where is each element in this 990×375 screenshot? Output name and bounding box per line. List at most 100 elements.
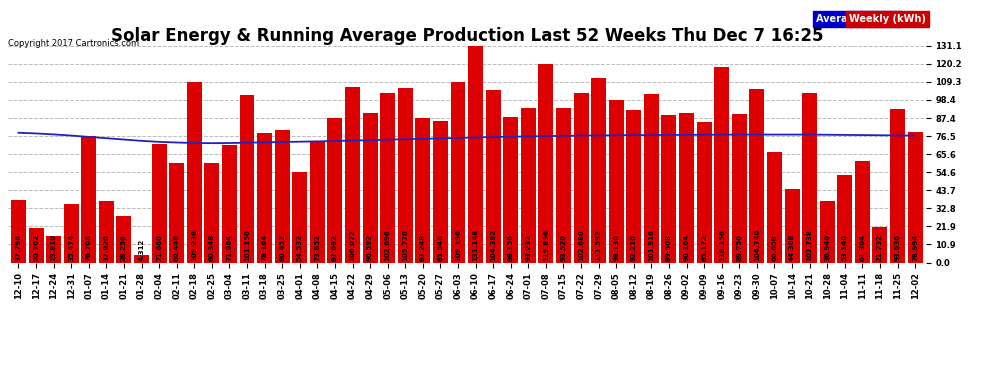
Text: 131.148: 131.148 — [472, 229, 478, 261]
Text: 93.232: 93.232 — [526, 234, 532, 261]
Text: 21.732: 21.732 — [877, 234, 883, 261]
Text: 105.776: 105.776 — [402, 229, 408, 261]
Bar — [521, 108, 536, 262]
Bar — [362, 113, 377, 262]
Bar — [644, 94, 659, 262]
Bar — [838, 175, 852, 262]
Bar — [820, 201, 835, 262]
Bar — [416, 118, 431, 262]
Bar — [328, 118, 343, 262]
Text: 101.150: 101.150 — [244, 229, 250, 261]
Bar — [732, 114, 746, 262]
Bar — [890, 109, 905, 262]
Text: 93.520: 93.520 — [560, 234, 566, 261]
Bar — [134, 255, 149, 262]
Bar — [433, 121, 447, 262]
Text: 93.036: 93.036 — [895, 234, 901, 261]
Text: 36.946: 36.946 — [825, 234, 831, 261]
Text: 71.064: 71.064 — [227, 234, 233, 261]
Bar — [573, 93, 588, 262]
Bar — [627, 110, 642, 262]
Text: Average (kWh): Average (kWh) — [816, 14, 898, 24]
Text: 119.896: 119.896 — [543, 229, 548, 261]
Text: 88.156: 88.156 — [508, 234, 514, 261]
Bar — [222, 145, 237, 262]
Text: 60.446: 60.446 — [173, 234, 180, 261]
Bar — [274, 129, 290, 262]
Text: 90.164: 90.164 — [683, 234, 690, 261]
Bar — [81, 136, 96, 262]
Text: 109.196: 109.196 — [455, 229, 461, 261]
Text: 89.508: 89.508 — [666, 234, 672, 261]
Bar — [784, 189, 800, 262]
Text: 85.172: 85.172 — [701, 234, 707, 261]
Bar — [468, 46, 483, 262]
Bar — [117, 216, 132, 262]
Bar — [767, 152, 782, 262]
Bar — [908, 132, 923, 262]
Text: 66.658: 66.658 — [771, 234, 777, 261]
Bar — [151, 144, 166, 262]
Text: 89.750: 89.750 — [737, 234, 742, 261]
Bar — [556, 108, 571, 262]
Text: 78.994: 78.994 — [912, 234, 918, 261]
Bar — [872, 226, 887, 262]
Bar — [503, 117, 518, 262]
Text: 109.236: 109.236 — [191, 229, 197, 261]
Bar — [609, 100, 624, 262]
Text: 60.348: 60.348 — [209, 234, 215, 261]
Text: 35.474: 35.474 — [68, 234, 74, 261]
Bar — [591, 78, 606, 262]
Bar — [47, 236, 61, 262]
Bar — [802, 93, 817, 262]
Bar — [204, 163, 220, 262]
Bar — [29, 228, 44, 262]
Text: Weekly (kWh): Weekly (kWh) — [848, 14, 926, 24]
Text: 54.532: 54.532 — [297, 234, 303, 261]
Text: 106.072: 106.072 — [349, 229, 355, 261]
Bar — [99, 201, 114, 262]
Text: 101.916: 101.916 — [648, 229, 654, 261]
Text: 44.308: 44.308 — [789, 234, 795, 261]
Bar — [539, 64, 553, 262]
Bar — [679, 114, 694, 262]
Text: 92.210: 92.210 — [631, 234, 637, 261]
Text: 73.652: 73.652 — [315, 234, 321, 261]
Text: 80.452: 80.452 — [279, 234, 285, 261]
Bar — [450, 82, 465, 262]
Text: 118.156: 118.156 — [719, 229, 725, 261]
Bar — [292, 172, 307, 262]
Text: Copyright 2017 Cartronics.com: Copyright 2017 Cartronics.com — [8, 39, 139, 48]
Bar — [486, 90, 501, 262]
Bar — [11, 200, 26, 262]
Bar — [855, 161, 870, 262]
Bar — [380, 93, 395, 262]
Text: 71.660: 71.660 — [156, 234, 162, 261]
Bar — [346, 87, 360, 262]
Text: 90.592: 90.592 — [367, 234, 373, 261]
Text: 104.740: 104.740 — [753, 229, 760, 261]
Bar — [257, 134, 272, 262]
Text: 53.140: 53.140 — [842, 234, 847, 261]
Text: 85.548: 85.548 — [438, 234, 444, 261]
Bar — [240, 95, 254, 262]
Text: 76.708: 76.708 — [86, 234, 92, 261]
Bar — [714, 67, 730, 262]
Bar — [169, 163, 184, 262]
Text: 37.796: 37.796 — [16, 234, 22, 261]
Text: 111.592: 111.592 — [596, 229, 602, 261]
Text: 102.696: 102.696 — [385, 229, 391, 261]
Text: 102.738: 102.738 — [807, 229, 813, 261]
Bar — [749, 89, 764, 262]
Text: 20.702: 20.702 — [33, 234, 39, 261]
Text: 37.026: 37.026 — [103, 234, 109, 261]
Text: 98.130: 98.130 — [613, 234, 619, 261]
Text: 78.164: 78.164 — [261, 234, 267, 261]
Text: 28.256: 28.256 — [121, 234, 127, 261]
Bar — [187, 82, 202, 262]
Bar — [697, 122, 712, 262]
Text: 102.680: 102.680 — [578, 229, 584, 261]
Text: 87.248: 87.248 — [420, 234, 426, 261]
Text: 87.692: 87.692 — [332, 234, 338, 261]
Bar — [661, 115, 676, 262]
